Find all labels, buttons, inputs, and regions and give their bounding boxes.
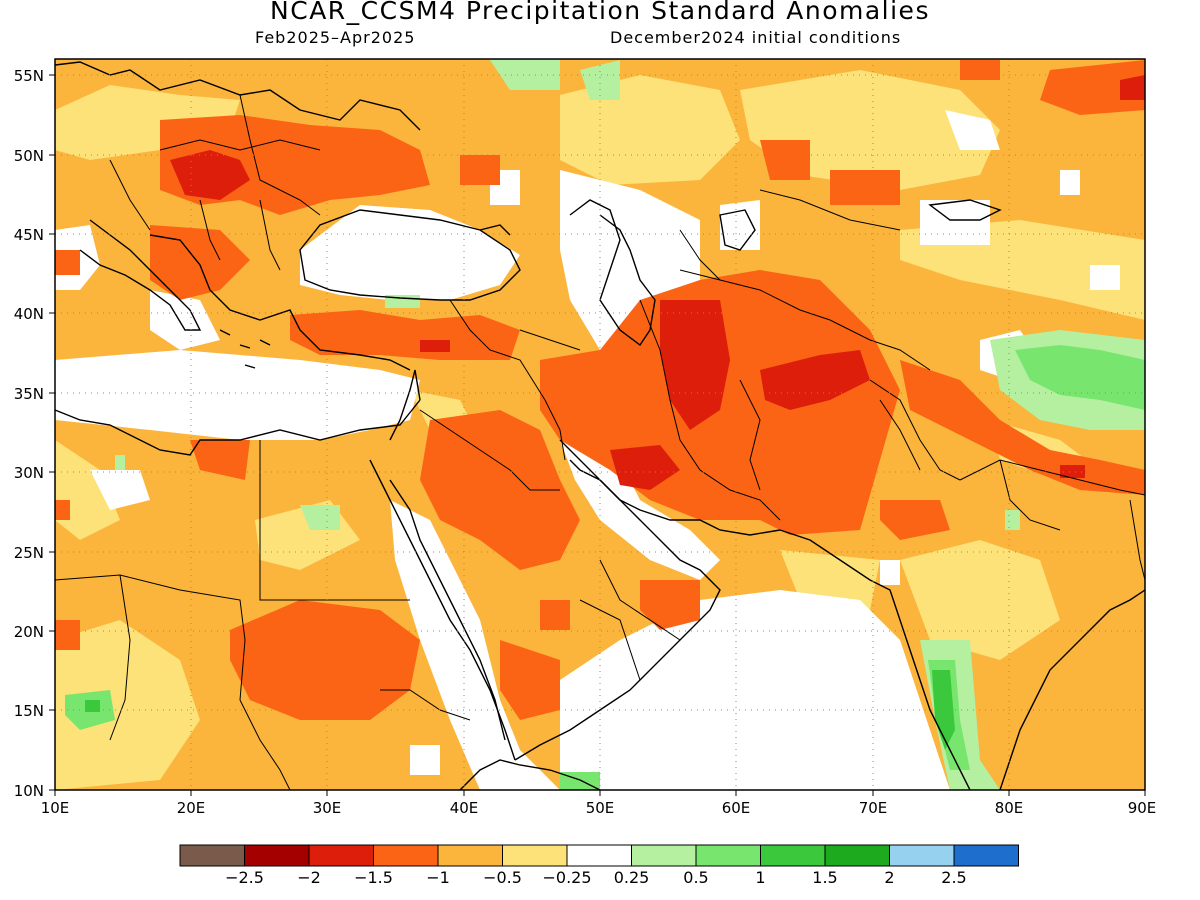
colorbar-label: 2 — [884, 868, 895, 887]
colorbar-swatch — [953, 844, 1019, 867]
longitude-labels: 10E 20E 30E 40E 50E 60E 70E 80E 90E — [41, 799, 1157, 817]
initial-conditions: December2024 initial conditions — [610, 28, 902, 47]
colorbar-swatch — [179, 844, 245, 867]
forecast-period: Feb2025–Apr2025 — [255, 28, 416, 47]
colorbar-label: −2 — [297, 868, 321, 887]
colorbar-label: 0.25 — [613, 868, 650, 887]
colorbar-label: 0.5 — [683, 868, 709, 887]
lon-label: 20E — [177, 799, 206, 817]
lon-label: 10E — [41, 799, 70, 817]
anomaly-fill-layer — [55, 59, 1145, 790]
colorbar-label: −2.5 — [225, 868, 264, 887]
colorbar-label: −1 — [426, 868, 450, 887]
colorbar-swatch — [373, 844, 439, 867]
lat-label: 10N — [14, 782, 44, 800]
tick-marks — [49, 74, 1146, 796]
lon-label: 50E — [586, 799, 615, 817]
lat-label: 30N — [14, 464, 44, 482]
colorbar-swatch — [695, 844, 761, 867]
coastlines — [55, 61, 1145, 790]
lon-label: 80E — [995, 799, 1024, 817]
lat-label: 50N — [14, 147, 44, 165]
colorbar-swatch — [566, 844, 632, 867]
lat-label: 40N — [14, 305, 44, 323]
colorbar-swatch — [437, 844, 503, 867]
lat-label: 35N — [14, 385, 44, 403]
colorbar-label: 1 — [755, 868, 766, 887]
colorbar-label: 1.5 — [812, 868, 838, 887]
colorbar-swatch — [244, 844, 310, 867]
colorbar-label: −0.5 — [483, 868, 522, 887]
colorbar-swatch — [889, 844, 955, 867]
lat-label: 45N — [14, 226, 44, 244]
colorbar-label: −1.5 — [354, 868, 393, 887]
lat-label: 15N — [14, 702, 44, 720]
lon-label: 30E — [313, 799, 342, 817]
colorbar-swatch — [308, 844, 374, 867]
colorbar-swatch — [502, 844, 568, 867]
lat-label: 25N — [14, 544, 44, 562]
colorbar-swatch — [824, 844, 890, 867]
lat-label: 55N — [14, 67, 44, 85]
colorbar-swatch — [631, 844, 697, 867]
lat-label: 20N — [14, 623, 44, 641]
colorbar-swatch — [760, 844, 826, 867]
colorbar-label: −0.25 — [542, 868, 592, 887]
lon-label: 40E — [450, 799, 479, 817]
chart-title: NCAR_CCSM4 Precipitation Standard Anomal… — [270, 0, 930, 25]
colorbar — [179, 844, 1019, 867]
latitude-labels: 55N 50N 45N 40N 35N 30N 25N 20N 15N 10N — [14, 67, 44, 800]
lon-label: 60E — [722, 799, 751, 817]
lon-label: 90E — [1128, 799, 1157, 817]
lon-label: 70E — [859, 799, 888, 817]
colorbar-label: 2.5 — [941, 868, 967, 887]
